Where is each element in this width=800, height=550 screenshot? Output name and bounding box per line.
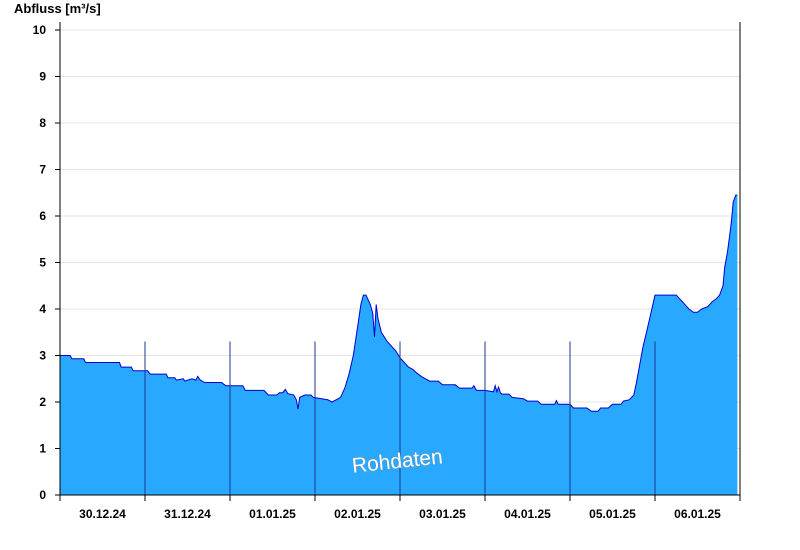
discharge-area [60, 195, 738, 495]
y-tick-label-4: 4 [39, 302, 46, 316]
y-tick-label-10: 10 [33, 23, 47, 37]
x-tick-label-0: 30.12.24 [79, 507, 126, 521]
x-tick-label-3: 02.01.25 [334, 507, 381, 521]
x-tick-label-5: 04.01.25 [504, 507, 551, 521]
y-tick-label-9: 9 [39, 70, 46, 84]
plot-area [60, 194, 738, 495]
y-tick-label-0: 0 [39, 488, 46, 502]
x-tick-label-7: 06.01.25 [674, 507, 721, 521]
x-tick-label-2: 01.01.25 [249, 507, 296, 521]
axes: 0 1 2 3 4 5 6 7 8 9 10 30.12.24 31.12.24 01.01.25 02.0… [33, 22, 741, 521]
y-tick-label-1: 1 [39, 442, 46, 456]
y-tick-label-5: 5 [39, 256, 46, 270]
x-tick-label-1: 31.12.24 [164, 507, 211, 521]
x-tick-label-6: 05.01.25 [589, 507, 636, 521]
y-tick-label-7: 7 [39, 163, 46, 177]
y-tick-label-6: 6 [39, 209, 46, 223]
y-tick-label-2: 2 [39, 395, 46, 409]
x-tick-label-4: 03.01.25 [419, 507, 466, 521]
y-axis-title: Abfluss [m³/s] [14, 1, 101, 16]
y-tick-label-8: 8 [39, 116, 46, 130]
y-tick-label-3: 3 [39, 349, 46, 363]
discharge-line [60, 194, 738, 412]
